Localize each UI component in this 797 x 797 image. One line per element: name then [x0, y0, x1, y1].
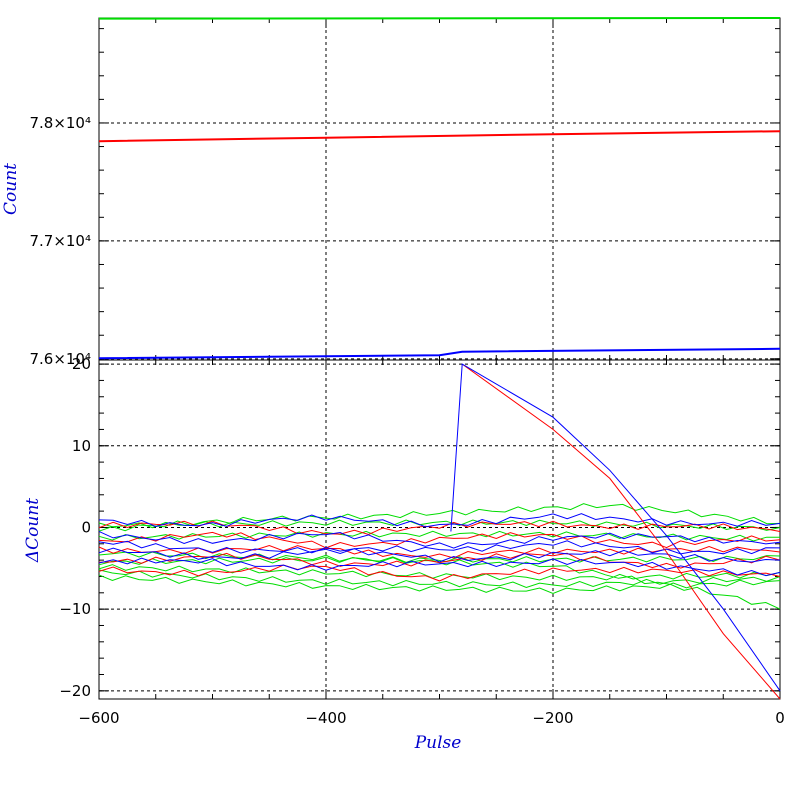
y-tick-label: 7.8×10⁴ [29, 114, 91, 132]
bottom-panel: −20 −10 0 10 20 −600 −400 −200 0 ΔCount Pulse [23, 355, 785, 753]
series-line [98, 552, 781, 569]
y-tick-label: 7.7×10⁴ [29, 232, 91, 250]
series-line [98, 555, 781, 566]
series-line [461, 363, 781, 700]
series-line [450, 363, 781, 692]
top-panel: 7.6×10⁴ 7.7×10⁴ 7.8×10⁴ Count [1, 17, 781, 368]
series-line [98, 531, 781, 549]
y-tick-label: 7.6×10⁴ [29, 350, 91, 368]
series-line [98, 503, 781, 532]
series-line [98, 569, 781, 589]
y-tick-label: 0 [81, 518, 91, 536]
series-line [98, 130, 781, 143]
bottom-y-axis-label: ΔCount [23, 498, 43, 563]
series-line [98, 520, 781, 536]
x-tick-label: −200 [532, 709, 573, 727]
series-line [98, 574, 781, 595]
series-line [98, 17, 781, 20]
top-y-axis-label: Count [1, 163, 21, 215]
series-line [98, 564, 781, 582]
x-tick-label: −600 [78, 709, 119, 727]
y-tick-label: −10 [59, 600, 91, 618]
series-line [98, 513, 781, 528]
series-line [98, 564, 781, 581]
x-tick-label: −400 [305, 709, 346, 727]
series-line [98, 519, 781, 531]
series-line [98, 540, 781, 555]
series-line [98, 347, 781, 360]
y-tick-label: 20 [72, 355, 91, 373]
series-line [98, 530, 781, 549]
series-line [98, 547, 781, 563]
series-line [98, 557, 781, 577]
x-axis-label: Pulse [414, 733, 462, 753]
y-tick-label: 10 [72, 437, 91, 455]
x-tick-label: 0 [775, 709, 785, 727]
y-tick-label: −20 [59, 682, 91, 700]
